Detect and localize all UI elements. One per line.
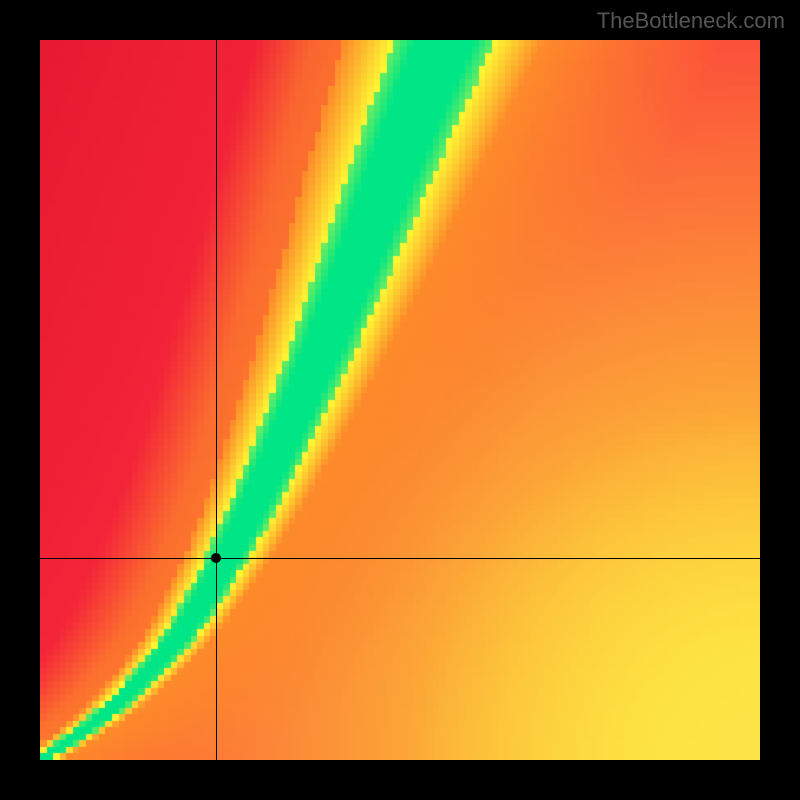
- watermark-text: TheBottleneck.com: [597, 8, 785, 34]
- plot-area: [40, 40, 760, 760]
- heatmap-canvas: [40, 40, 760, 760]
- crosshair-vertical: [216, 40, 217, 760]
- crosshair-marker: [211, 553, 221, 563]
- crosshair-horizontal: [40, 558, 760, 559]
